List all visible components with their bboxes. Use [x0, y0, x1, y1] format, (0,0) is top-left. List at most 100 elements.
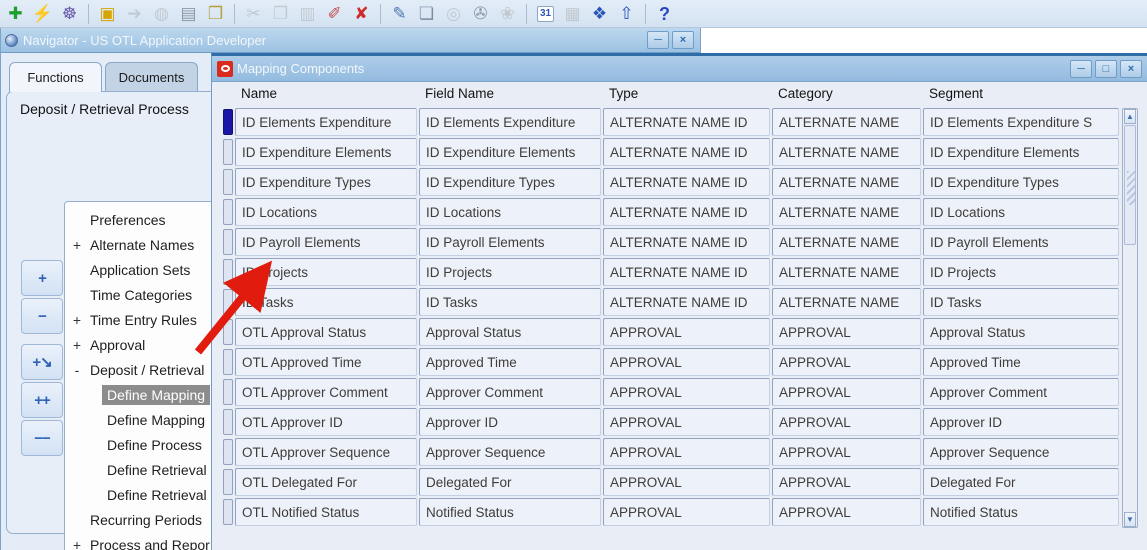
navigator-title-bar[interactable]: Navigator - US OTL Application Developer… [1, 28, 700, 53]
cell-field[interactable]: Notified Status [923, 498, 1119, 526]
record-selector[interactable] [223, 409, 233, 435]
tree-item-process-and-repor[interactable]: + Process and Repor [65, 532, 363, 550]
cell-field[interactable]: ID Tasks [235, 288, 417, 316]
cell-field[interactable]: Delegated For [419, 468, 601, 496]
tree-item-recurring-periods[interactable]: Recurring Periods [65, 507, 363, 532]
cell-field[interactable]: ALTERNATE NAME [772, 198, 921, 226]
record-selector[interactable] [223, 319, 233, 345]
collapse-all-button[interactable]: −− [21, 420, 63, 456]
mapping-close-button[interactable]: × [1120, 60, 1142, 78]
cell-field[interactable]: ID Elements Expenditure S [923, 108, 1119, 136]
cell-field[interactable]: Approver Sequence [419, 438, 601, 466]
cell-field[interactable]: ALTERNATE NAME ID [603, 168, 770, 196]
cell-field[interactable]: OTL Approved Time [235, 348, 417, 376]
cell-field[interactable]: APPROVAL [772, 378, 921, 406]
expand-button[interactable]: + [21, 260, 63, 296]
cell-field[interactable]: Approver Comment [923, 378, 1119, 406]
cell-field[interactable]: Approved Time [923, 348, 1119, 376]
navigator-minimize-button[interactable]: ─ [647, 31, 669, 49]
cell-field[interactable]: APPROVAL [603, 408, 770, 436]
cell-field[interactable]: ID Expenditure Elements [235, 138, 417, 166]
cell-field[interactable]: ID Expenditure Types [419, 168, 601, 196]
cell-field[interactable]: OTL Approval Status [235, 318, 417, 346]
cell-field[interactable]: OTL Approver Sequence [235, 438, 417, 466]
record-selector[interactable] [223, 229, 233, 255]
delete-record-icon[interactable]: ✘ [348, 2, 375, 26]
cell-field[interactable]: Approved Time [419, 348, 601, 376]
cell-field[interactable]: ID Payroll Elements [923, 228, 1119, 256]
tree-item-define-retrieval[interactable]: Define Retrieval [65, 457, 363, 482]
summary-detail-icon[interactable]: ⇧ [613, 2, 640, 26]
clear-record-icon[interactable]: ✐ [321, 2, 348, 26]
tree-item-preferences[interactable]: Preferences [65, 207, 363, 232]
scroll-up-button[interactable]: ▲ [1124, 109, 1136, 124]
cell-field[interactable]: ALTERNATE NAME [772, 108, 921, 136]
cell-field[interactable]: ALTERNATE NAME [772, 288, 921, 316]
tree-item-alternate-names[interactable]: + Alternate Names [65, 232, 363, 257]
close-form-icon[interactable]: ❒ [202, 2, 229, 26]
cell-field[interactable]: OTL Approver ID [235, 408, 417, 436]
record-selector[interactable] [223, 499, 233, 525]
cell-field[interactable]: ID Expenditure Types [923, 168, 1119, 196]
cell-field[interactable]: ID Projects [235, 258, 417, 286]
cell-field[interactable]: ID Locations [923, 198, 1119, 226]
cell-field[interactable]: Approver Comment [419, 378, 601, 406]
cell-field[interactable]: ID Elements Expenditure [419, 108, 601, 136]
cell-field[interactable]: ALTERNATE NAME ID [603, 198, 770, 226]
tree-item-define-process[interactable]: Define Process [65, 432, 363, 457]
cell-field[interactable]: APPROVAL [603, 348, 770, 376]
expand-branch-button[interactable]: +↘ [21, 344, 63, 380]
cell-field[interactable]: ID Expenditure Elements [923, 138, 1119, 166]
cell-field[interactable]: ID Payroll Elements [235, 228, 417, 256]
vertical-scrollbar[interactable]: ▲ ▼ [1122, 108, 1138, 528]
cell-field[interactable]: APPROVAL [603, 498, 770, 526]
tree-item-application-sets[interactable]: Application Sets [65, 257, 363, 282]
cell-field[interactable]: ID Projects [923, 258, 1119, 286]
help-icon[interactable]: ? [651, 2, 678, 26]
cell-field[interactable]: APPROVAL [772, 408, 921, 436]
cell-field[interactable]: ALTERNATE NAME ID [603, 138, 770, 166]
calendar-icon[interactable]: 31 [532, 2, 559, 26]
cell-field[interactable]: APPROVAL [603, 318, 770, 346]
cell-field[interactable]: Approver ID [419, 408, 601, 436]
cell-field[interactable]: APPROVAL [772, 348, 921, 376]
cell-field[interactable]: ALTERNATE NAME ID [603, 108, 770, 136]
cell-field[interactable]: APPROVAL [603, 468, 770, 496]
cell-field[interactable]: APPROVAL [772, 438, 921, 466]
find-icon[interactable]: ⚡ [29, 2, 56, 26]
cell-field[interactable]: ID Tasks [923, 288, 1119, 316]
cell-field[interactable]: ID Elements Expenditure [235, 108, 417, 136]
tree-item-approval[interactable]: + Approval [65, 332, 363, 357]
cell-field[interactable]: APPROVAL [772, 498, 921, 526]
record-selector[interactable] [223, 199, 233, 225]
cell-field[interactable]: ID Expenditure Elements [419, 138, 601, 166]
cell-field[interactable]: ID Locations [419, 198, 601, 226]
cell-field[interactable]: ALTERNATE NAME ID [603, 288, 770, 316]
cell-field[interactable]: Notified Status [419, 498, 601, 526]
cell-field[interactable]: Delegated For [923, 468, 1119, 496]
export-icon[interactable]: ❖ [586, 2, 613, 26]
cell-field[interactable]: ALTERNATE NAME [772, 138, 921, 166]
cell-field[interactable]: ALTERNATE NAME [772, 258, 921, 286]
record-selector[interactable] [223, 349, 233, 375]
tab-documents[interactable]: Documents [105, 62, 198, 92]
cell-field[interactable]: OTL Notified Status [235, 498, 417, 526]
cell-field[interactable]: Approval Status [923, 318, 1119, 346]
cell-field[interactable]: ID Tasks [419, 288, 601, 316]
record-selector[interactable] [223, 469, 233, 495]
cell-field[interactable]: ALTERNATE NAME ID [603, 228, 770, 256]
cell-field[interactable]: Approver ID [923, 408, 1119, 436]
record-selector[interactable] [223, 109, 233, 135]
zoom-icon[interactable]: ❏ [413, 2, 440, 26]
record-selector[interactable] [223, 379, 233, 405]
cell-field[interactable]: ALTERNATE NAME [772, 228, 921, 256]
tree-item-define-mapping[interactable]: Define Mapping [65, 407, 363, 432]
cell-field[interactable]: ID Locations [235, 198, 417, 226]
cell-field[interactable]: APPROVAL [603, 378, 770, 406]
mapping-maximize-button[interactable]: □ [1095, 60, 1117, 78]
record-selector[interactable] [223, 169, 233, 195]
record-selector[interactable] [223, 289, 233, 315]
cell-field[interactable]: APPROVAL [603, 438, 770, 466]
collapse-button[interactable]: − [21, 298, 63, 334]
edit-field-icon[interactable]: ✎ [386, 2, 413, 26]
